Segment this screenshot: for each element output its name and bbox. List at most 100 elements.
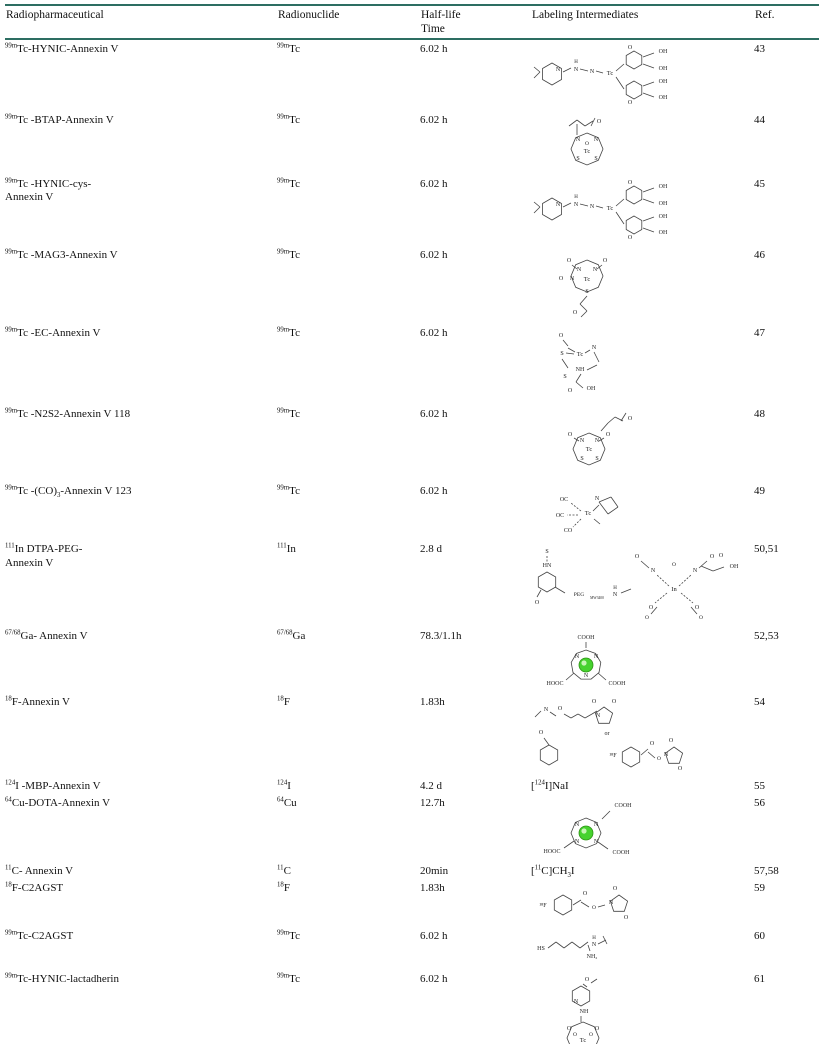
reference-numbers: 46 bbox=[754, 249, 765, 261]
svg-text:N: N bbox=[575, 654, 580, 660]
svg-text:S: S bbox=[594, 156, 597, 162]
svg-text:OH: OH bbox=[659, 79, 668, 85]
svg-text:O: O bbox=[649, 605, 654, 611]
table-row: 99mTc -BTAP-Annexin V 99mTc 6.02 h O N N O Tc S S… bbox=[5, 111, 819, 175]
reference-numbers: 52,53 bbox=[754, 629, 779, 642]
svg-text:MW3400: MW3400 bbox=[590, 596, 604, 600]
structure-n2s2: O O O N N Tc S S bbox=[531, 409, 661, 473]
svg-text:O: O bbox=[539, 730, 544, 736]
reference-numbers: 59 bbox=[754, 881, 765, 894]
svg-text:O: O bbox=[650, 741, 655, 747]
svg-text:O: O bbox=[628, 180, 633, 186]
svg-text:O: O bbox=[628, 100, 633, 106]
svg-text:¹⁸F: ¹⁸F bbox=[609, 753, 617, 759]
svg-text:COOH: COOH bbox=[612, 850, 630, 856]
svg-text:O: O bbox=[583, 891, 588, 897]
svg-text:N: N bbox=[575, 822, 580, 828]
table-body: 99mTc-HYNIC-Annexin V 99mTc 6.02 h N H N N Tc O O… bbox=[5, 40, 819, 1044]
radiopharmaceutical-name: 99mTc -HYNIC-cys- Annexin V bbox=[5, 177, 92, 204]
svg-text:N: N bbox=[593, 267, 598, 273]
svg-text:O: O bbox=[603, 258, 608, 264]
svg-text:N: N bbox=[594, 839, 599, 845]
radiopharmaceutical-name: 11C- Annexin V bbox=[5, 864, 74, 878]
labeling-intermediate: N H N N Tc O OH OH O OH OH bbox=[530, 178, 754, 246]
svg-text:N: N bbox=[592, 942, 597, 948]
svg-text:NH: NH bbox=[580, 1009, 589, 1015]
svg-text:O: O bbox=[613, 886, 618, 892]
half-life: 6.02 h bbox=[420, 973, 448, 986]
svg-text:Tc: Tc bbox=[607, 70, 614, 77]
labeling-intermediate: N Tc OC OC CO bbox=[530, 485, 754, 540]
svg-text:Tc: Tc bbox=[584, 148, 591, 155]
svg-text:O: O bbox=[535, 600, 540, 606]
svg-text:S: S bbox=[595, 456, 598, 462]
labeling-intermediate: O Tc S N S NH OH O bbox=[530, 327, 754, 404]
svg-text:HN: HN bbox=[543, 563, 552, 569]
radionuclide: 99mTc bbox=[277, 407, 300, 420]
svg-text:H: H bbox=[613, 586, 617, 591]
radionuclide: 99mTc bbox=[277, 929, 300, 943]
svg-text:¹⁸F: ¹⁸F bbox=[539, 903, 547, 909]
svg-text:O: O bbox=[597, 119, 602, 125]
svg-text:OH: OH bbox=[659, 49, 668, 55]
table-row: 11C- Annexin V 11C 20min [11C]CH3I 57,58 bbox=[5, 862, 819, 880]
svg-text:N: N bbox=[574, 67, 579, 73]
svg-text:N: N bbox=[596, 713, 601, 719]
svg-text:N: N bbox=[590, 69, 595, 75]
top-rule bbox=[5, 4, 819, 6]
radionuclide: 99mTc bbox=[277, 248, 300, 261]
table-row: 99mTc-HYNIC-Annexin V 99mTc 6.02 h N H N N Tc O O… bbox=[5, 40, 819, 110]
svg-text:O: O bbox=[606, 432, 611, 438]
svg-text:HOOC: HOOC bbox=[546, 681, 563, 687]
table-row: 124I -MBP-Annexin V 124I 4.2 d [124I]NaI 55 bbox=[5, 777, 819, 793]
svg-text:N: N bbox=[544, 707, 549, 713]
half-life: 6.02 h bbox=[420, 407, 448, 420]
svg-text:O: O bbox=[559, 276, 564, 282]
svg-text:Tc: Tc bbox=[607, 205, 614, 212]
svg-text:Tc: Tc bbox=[577, 351, 584, 358]
svg-text:O: O bbox=[635, 554, 640, 560]
svg-text:O: O bbox=[573, 310, 578, 316]
half-life: 6.02 h bbox=[420, 327, 448, 340]
table-row: 99mTc -EC-Annexin V 99mTc 6.02 h O Tc S N S NH OH… bbox=[5, 324, 819, 404]
radionuclide: 99mTc bbox=[277, 177, 300, 190]
reference-numbers: 56 bbox=[754, 796, 765, 809]
svg-text:OH: OH bbox=[659, 201, 668, 207]
radiopharmaceutical-name: 99mTc -(CO)3-Annexin V 123 bbox=[5, 484, 132, 499]
labeling-intermediate: COOH N N N N HOOC COOH bbox=[530, 797, 754, 862]
svg-text:O: O bbox=[568, 388, 573, 394]
svg-text:N: N bbox=[584, 673, 589, 679]
radionuclide: 11C bbox=[277, 864, 291, 878]
radionuclide: 99mTc bbox=[277, 326, 300, 340]
svg-text:O: O bbox=[719, 553, 724, 559]
svg-text:N: N bbox=[613, 592, 618, 598]
radionuclide: 99mTc bbox=[277, 42, 300, 56]
structure-hynic-lactadherin: ONNHOOOOTcNNHOOHOHOH bbox=[531, 974, 661, 1044]
svg-text:O: O bbox=[573, 1032, 577, 1038]
radiopharmaceutical-name: 99mTc -N2S2-Annexin V 118 bbox=[5, 407, 131, 420]
radionuclide: 124I bbox=[277, 779, 291, 793]
radionuclide: 64Cu bbox=[277, 796, 297, 809]
svg-text:O: O bbox=[699, 615, 703, 621]
structure-ec: O Tc S N S NH OH O bbox=[531, 328, 641, 400]
svg-text:OH: OH bbox=[659, 230, 668, 236]
radionuclide: 18F bbox=[277, 881, 290, 894]
reference-numbers: 49 bbox=[754, 484, 765, 497]
svg-text:O: O bbox=[695, 605, 700, 611]
svg-text:N: N bbox=[595, 496, 600, 502]
svg-text:OH: OH bbox=[730, 564, 739, 570]
svg-text:N: N bbox=[590, 204, 595, 210]
reference-numbers: 45 bbox=[754, 178, 765, 190]
structure-c2agst-thiol: HS H N NH₂ bbox=[531, 931, 661, 965]
svg-text:N: N bbox=[594, 822, 599, 828]
half-life: 6.02 h bbox=[420, 178, 448, 190]
radiopharmaceutical-name: 99mTc-HYNIC-Annexin V bbox=[5, 42, 119, 56]
table-row: 111In DTPA-PEG- Annexin V 111In 2.8 d S HN O PE… bbox=[5, 540, 819, 626]
svg-text:OC: OC bbox=[556, 513, 564, 519]
half-life: 1.83h bbox=[420, 696, 445, 709]
reference-numbers: 60 bbox=[754, 930, 765, 943]
structure-hynic-tricine: N H N N Tc O OH OH O OH OH bbox=[531, 179, 701, 241]
svg-text:S: S bbox=[580, 456, 583, 462]
svg-text:COOH: COOH bbox=[608, 681, 626, 687]
